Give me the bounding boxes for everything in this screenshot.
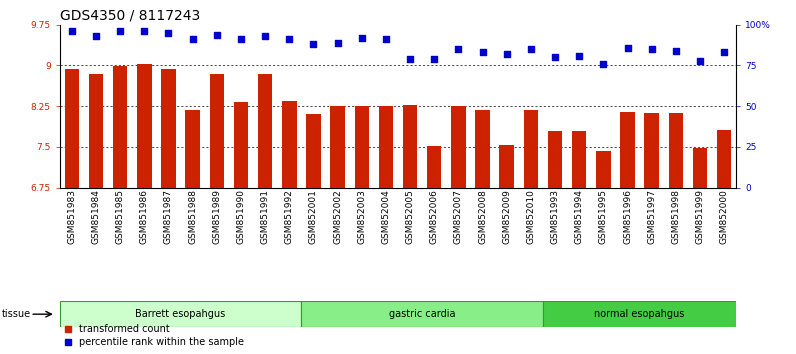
Text: normal esopahgus: normal esopahgus [595, 309, 685, 319]
Point [235, 36, 248, 42]
Bar [645, 113, 659, 188]
Point [210, 32, 223, 38]
Bar [427, 146, 442, 188]
FancyBboxPatch shape [60, 301, 302, 327]
Point [476, 50, 489, 55]
Point [452, 46, 465, 52]
Text: Barrett esopahgus: Barrett esopahgus [135, 309, 225, 319]
Bar [596, 151, 611, 188]
Bar [234, 102, 248, 188]
FancyBboxPatch shape [543, 301, 736, 327]
Bar [137, 64, 151, 188]
Bar [282, 101, 296, 188]
Point [162, 30, 175, 36]
Point [718, 50, 731, 55]
Text: tissue: tissue [2, 309, 31, 319]
Point [646, 46, 658, 52]
Point [501, 51, 513, 57]
Point [186, 36, 199, 42]
Bar [620, 112, 635, 188]
Bar [500, 145, 514, 188]
Bar [669, 113, 683, 188]
Point [380, 36, 392, 42]
Bar [403, 104, 417, 188]
Point [404, 56, 416, 62]
Text: gastric cardia: gastric cardia [389, 309, 455, 319]
Point [525, 46, 537, 52]
Bar [451, 106, 466, 188]
Bar [209, 74, 224, 188]
Point [428, 56, 441, 62]
Bar [354, 106, 369, 188]
Point [621, 45, 634, 50]
Point [307, 41, 320, 47]
Bar [572, 131, 587, 188]
Bar [113, 66, 127, 188]
Point [548, 55, 561, 60]
Bar [306, 114, 321, 188]
Bar [185, 110, 200, 188]
FancyBboxPatch shape [302, 301, 543, 327]
Bar [64, 69, 79, 188]
Text: GDS4350 / 8117243: GDS4350 / 8117243 [60, 9, 200, 23]
Bar [258, 74, 272, 188]
Bar [475, 110, 490, 188]
Point [573, 53, 586, 58]
Point [597, 61, 610, 67]
Point [259, 33, 271, 39]
Point [693, 58, 706, 63]
Point [65, 28, 78, 34]
Bar [88, 74, 103, 188]
Bar [693, 148, 708, 188]
Point [90, 33, 103, 39]
Bar [379, 106, 393, 188]
Point [355, 35, 368, 41]
Legend: transformed count, percentile rank within the sample: transformed count, percentile rank withi… [64, 325, 244, 347]
Point [114, 28, 127, 34]
Point [138, 28, 150, 34]
Point [283, 36, 295, 42]
Point [331, 40, 344, 46]
Bar [548, 131, 562, 188]
Point [669, 48, 682, 54]
Bar [330, 106, 345, 188]
Bar [524, 110, 538, 188]
Bar [161, 69, 176, 188]
Bar [717, 130, 732, 188]
